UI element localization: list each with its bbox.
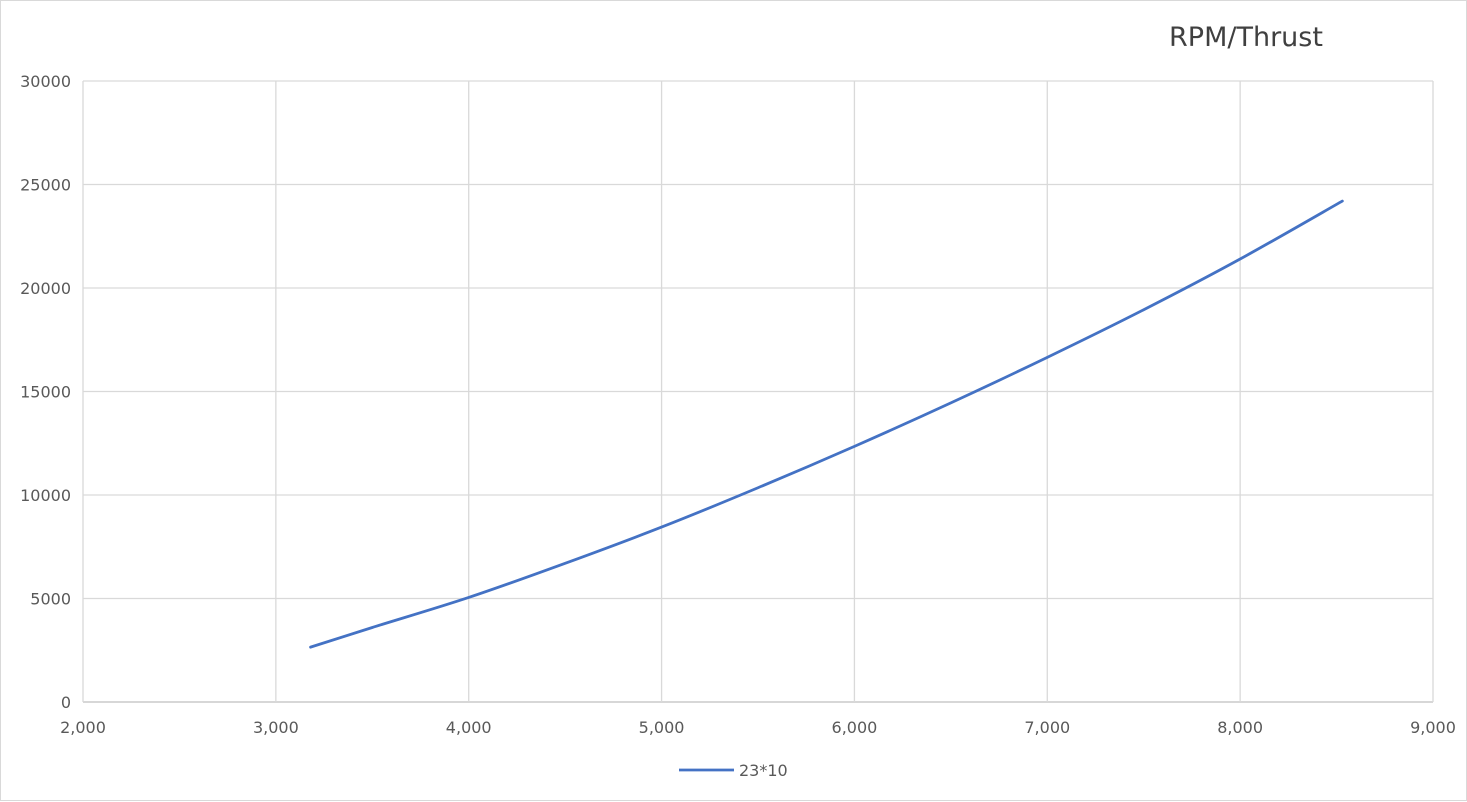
y-tick-label: 30000 [20, 72, 71, 91]
y-tick-label: 5000 [30, 590, 71, 609]
y-tick-label: 20000 [20, 279, 71, 298]
y-tick-label: 10000 [20, 486, 71, 505]
x-tick-label: 9,000 [1410, 718, 1456, 737]
x-tick-label: 2,000 [60, 718, 106, 737]
x-tick-label: 6,000 [832, 718, 878, 737]
y-tick-label: 15000 [20, 383, 71, 402]
legend: 23*10 [679, 761, 788, 780]
tick-labels: 0 5000 10000 15000 20000 25000 30000 2,000 3,000… [20, 72, 1456, 737]
legend-label: 23*10 [739, 761, 788, 780]
chart-title: RPM/Thrust [1169, 22, 1323, 53]
y-tick-label: 0 [61, 693, 71, 712]
x-tick-label: 5,000 [639, 718, 685, 737]
series-lines [309, 199, 1344, 649]
series-line-23x10 [309, 199, 1344, 649]
x-tick-label: 8,000 [1217, 718, 1263, 737]
x-tick-label: 7,000 [1024, 718, 1070, 737]
grid [82, 80, 1434, 703]
x-tick-label: 4,000 [446, 718, 492, 737]
x-tick-label: 3,000 [253, 718, 299, 737]
y-tick-label: 25000 [20, 176, 71, 195]
